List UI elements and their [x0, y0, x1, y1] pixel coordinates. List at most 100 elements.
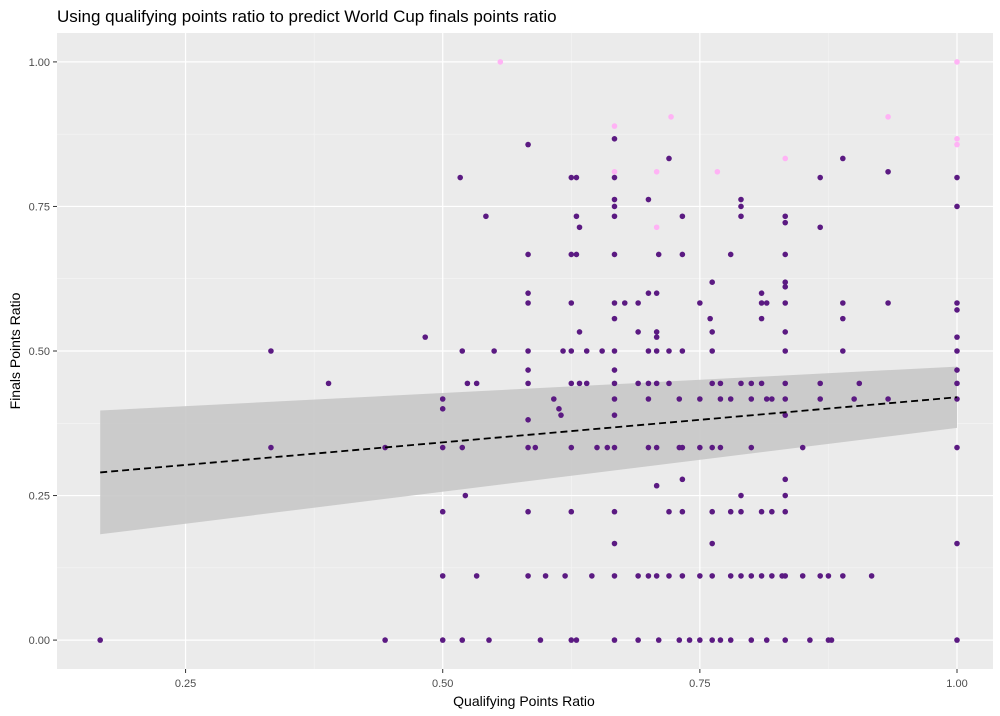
x-tick-label: 1.00	[946, 678, 967, 690]
data-point	[573, 213, 580, 220]
data-point	[727, 396, 734, 402]
data-point	[748, 573, 755, 579]
data-point	[537, 637, 544, 643]
data-point	[611, 315, 618, 322]
data-point	[604, 444, 611, 451]
data-point	[635, 380, 641, 387]
data-point	[817, 380, 823, 387]
data-point	[738, 573, 744, 579]
data-point	[709, 329, 715, 335]
data-point	[817, 396, 823, 402]
data-point	[653, 329, 660, 335]
trend-line	[100, 396, 958, 474]
data-point	[727, 637, 734, 643]
data-point	[653, 380, 660, 387]
data-point	[576, 224, 583, 231]
data-point	[653, 444, 660, 451]
data-point-highlight	[954, 59, 960, 65]
data-point	[782, 637, 789, 643]
data-point	[954, 300, 960, 306]
data-point	[573, 637, 580, 643]
x-tick-label: 0.75	[689, 678, 710, 690]
data-point	[532, 444, 539, 451]
data-point	[645, 380, 652, 387]
data-point	[635, 637, 641, 643]
data-point	[525, 573, 531, 579]
data-point	[635, 300, 641, 306]
chart-title: Using qualifying points ratio to predict…	[57, 7, 557, 26]
data-point	[562, 573, 568, 579]
data-point	[611, 412, 618, 418]
data-point	[748, 396, 755, 402]
data-point	[568, 380, 575, 387]
data-point	[568, 348, 575, 354]
data-point	[676, 637, 683, 643]
data-point	[645, 290, 652, 296]
data-point	[885, 300, 891, 306]
data-point	[525, 348, 531, 354]
data-point	[707, 315, 713, 322]
data-point	[709, 444, 715, 451]
data-point-highlight	[954, 136, 960, 142]
data-point	[611, 196, 618, 203]
data-point	[748, 637, 755, 643]
data-point	[97, 637, 103, 643]
data-point	[758, 300, 765, 306]
confidence-band	[100, 366, 957, 535]
data-point	[679, 573, 686, 579]
data-point	[856, 380, 863, 387]
data-point	[653, 573, 660, 579]
data-point	[635, 329, 641, 335]
data-point	[611, 444, 618, 451]
data-point	[709, 508, 715, 515]
data-point	[782, 300, 789, 306]
data-point	[709, 380, 715, 387]
data-point-highlight	[668, 114, 674, 120]
data-point	[583, 348, 590, 354]
data-point	[611, 300, 618, 306]
data-point	[611, 380, 618, 387]
data-point-highlight	[497, 59, 504, 65]
data-point	[825, 573, 832, 579]
data-point	[679, 348, 686, 354]
data-point-highlight	[954, 141, 960, 148]
y-tick-label: 0.50	[29, 346, 50, 358]
data-point	[840, 348, 846, 354]
data-point-highlight	[653, 168, 660, 175]
data-point	[686, 637, 693, 643]
data-point	[611, 251, 618, 258]
data-point	[769, 573, 775, 579]
data-point	[325, 380, 332, 387]
data-point	[645, 348, 652, 354]
data-point	[676, 396, 683, 402]
data-point	[679, 508, 686, 515]
data-point	[645, 196, 652, 203]
data-point	[439, 406, 446, 412]
data-point	[573, 174, 580, 181]
data-point	[709, 637, 715, 643]
data-point	[576, 380, 583, 387]
data-point	[655, 637, 662, 643]
data-point	[473, 380, 480, 387]
data-point	[594, 444, 600, 451]
data-point	[954, 380, 960, 387]
y-tick-label: 1.00	[29, 57, 50, 69]
data-point	[576, 329, 583, 335]
data-point	[666, 508, 672, 515]
data-point-highlight	[653, 224, 660, 231]
data-point	[611, 213, 618, 220]
data-point	[558, 412, 564, 418]
data-point	[709, 540, 715, 547]
data-point	[459, 348, 466, 354]
data-point	[782, 284, 789, 290]
data-point	[611, 573, 618, 579]
data-point	[464, 380, 471, 387]
data-point	[422, 334, 429, 340]
data-point	[439, 444, 446, 451]
data-point	[817, 573, 823, 579]
data-point	[655, 251, 662, 258]
data-point-highlight	[782, 155, 789, 162]
data-point	[653, 482, 660, 489]
data-point	[954, 637, 960, 643]
data-point	[666, 380, 672, 387]
